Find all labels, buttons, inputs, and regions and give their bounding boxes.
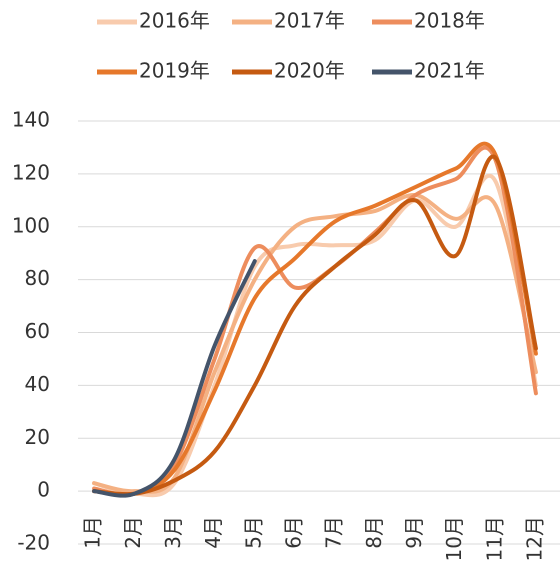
- line: [92, 193, 538, 494]
- line: [92, 141, 538, 497]
- x-tick-label: 2月: [121, 516, 145, 549]
- y-tick-label: 0: [37, 478, 50, 502]
- line: [92, 145, 538, 497]
- y-tick-label: 120: [12, 160, 50, 184]
- x-tick-label: 6月: [281, 516, 305, 549]
- legend-label: 2021年: [414, 59, 485, 83]
- legend-label: 2018年: [414, 9, 485, 33]
- y-tick-label: 80: [25, 266, 50, 290]
- y-tick-label: 20: [25, 425, 50, 449]
- legend-label: 2019年: [139, 59, 210, 83]
- line: [92, 154, 538, 497]
- x-tick-label: 4月: [201, 516, 225, 549]
- legend-label: 2016年: [139, 9, 210, 33]
- y-tick-label: 100: [12, 213, 50, 237]
- x-tick-label: 5月: [241, 516, 265, 549]
- y-tick-label: 40: [25, 372, 50, 396]
- legend-label: 2020年: [274, 59, 345, 83]
- x-tick-label: 8月: [362, 516, 386, 549]
- x-tick-label: 10月: [442, 516, 466, 561]
- x-tick-label: 3月: [161, 516, 185, 549]
- x-tick-label: 12月: [522, 516, 546, 561]
- y-tick-label: 60: [25, 319, 50, 343]
- line: [92, 259, 257, 498]
- x-tick-label: 11月: [482, 516, 506, 561]
- x-tick-label: 9月: [402, 516, 426, 549]
- x-tick-label: 7月: [322, 516, 346, 549]
- x-tick-label: 1月: [81, 516, 105, 549]
- y-tick-label: 140: [12, 108, 50, 132]
- y-tick-label: -20: [17, 531, 50, 555]
- legend-label: 2017年: [274, 9, 345, 33]
